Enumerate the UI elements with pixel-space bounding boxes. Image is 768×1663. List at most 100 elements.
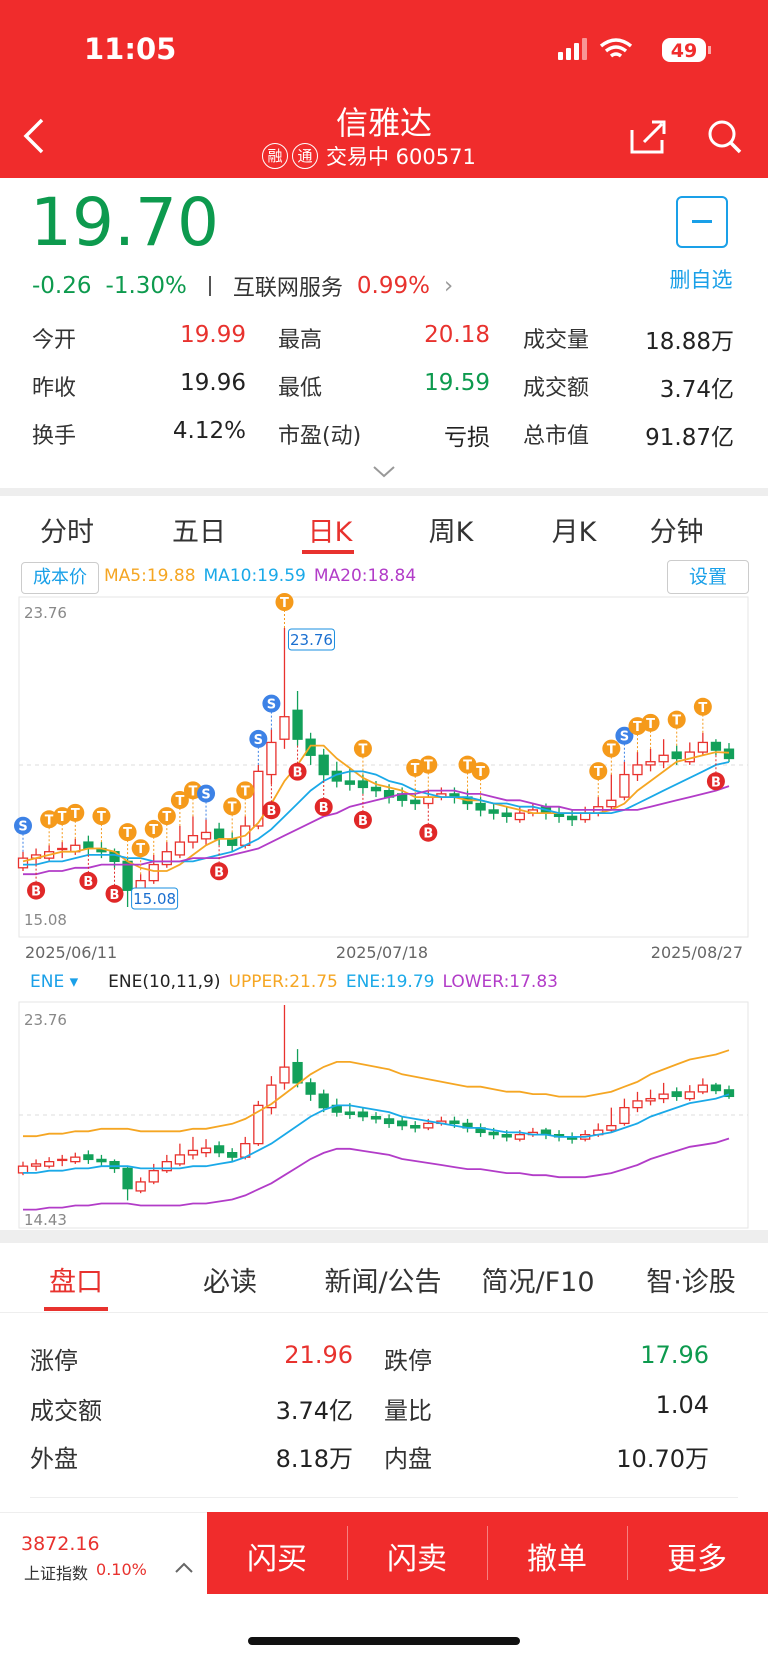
candle-body [658,754,669,763]
signal-marker [157,807,176,826]
divider [627,1526,628,1580]
signal-label: T [228,800,237,815]
candle-body [410,799,421,805]
panel-label: 内盘 [384,1445,432,1473]
candle-body [396,1120,408,1127]
candle-body [148,1170,159,1183]
header-actions[interactable] [626,116,756,156]
signal-label: T [58,810,67,825]
panel-tab[interactable]: 盘口 [49,1267,103,1298]
candle-body [344,780,356,785]
signal-label: B [711,775,721,790]
signal-marker [275,593,294,611]
candle-body [174,1154,186,1165]
candle-body [606,1124,617,1131]
candle-body [723,748,735,760]
stat-label: 成交量 [523,328,590,353]
candle-body [580,812,591,821]
signal-marker [118,823,137,842]
candle-body [423,1122,434,1129]
settings-button[interactable]: 设置 [667,560,749,594]
sector[interactable]: 互联网服务 [232,276,343,301]
panel-label: 成交额 [30,1397,102,1425]
candle-body [227,1152,238,1158]
legend-entry: MA5:19.88 [104,566,196,586]
divider [347,1526,348,1580]
watch-button[interactable] [676,196,728,248]
signal-marker [79,871,98,890]
signal-label: B [31,885,41,900]
candle-body [253,1104,264,1145]
panel-tab[interactable]: 新闻/公告 [324,1267,442,1298]
candle-body [57,847,68,851]
stat-label: 市盈(动) [278,424,362,449]
candle-body [279,1066,290,1084]
action-button[interactable]: 撤单 [527,1542,587,1577]
panel-value: 8.18万 [275,1445,353,1473]
signal-label: B [423,827,433,842]
back-button[interactable] [20,116,50,156]
tab[interactable]: 五日 [172,517,226,548]
index-box[interactable] [0,1512,207,1595]
sector-pct: 0.99% [356,273,430,299]
stat-value: 亏损 [444,425,490,451]
signal-label: T [97,810,106,825]
panel-tab[interactable]: 简况/F10 [481,1267,595,1298]
signal-label: T [594,765,603,780]
signal-label: T [607,743,616,758]
divider [208,276,211,296]
cost-button[interactable]: 成本价 [21,562,99,594]
caret[interactable] [174,1560,194,1574]
candle-body [227,838,238,846]
tab[interactable]: 日K [307,517,353,548]
signal-label: T [175,794,184,809]
candle-body [213,1145,225,1154]
candle-body [684,1091,695,1100]
candle-body [187,834,199,843]
action-button[interactable]: 闪卖 [387,1542,447,1577]
y-tick-label: 14.43 [24,1211,67,1229]
signal-label: B [266,804,276,819]
candle-body [96,1158,107,1163]
signal-label: S [254,733,263,748]
signal-label: B [110,888,120,903]
candle-body [619,773,630,798]
watch-label[interactable]: 删自选 [669,268,733,292]
action-button[interactable]: 更多 [667,1542,727,1577]
candle-body [266,741,277,776]
panel-tab[interactable]: 必读 [203,1267,257,1298]
panel-value: 3.74亿 [275,1397,353,1425]
signal-label: T [162,810,171,825]
date-label: 2025/06/11 [25,943,117,962]
tab[interactable]: 分时 [40,517,94,548]
stat-value: 3.74亿 [659,377,734,403]
tab[interactable]: 周K [428,517,474,548]
tab[interactable]: 月K [551,517,597,548]
signal-label: T [424,759,433,774]
expand[interactable] [372,464,396,480]
battery-level: 49 [671,40,697,62]
signal-label: B [293,766,303,781]
tab[interactable]: 分钟 [649,517,704,548]
candle-body [632,764,643,776]
change-row: -0.26 -1.30% 互联网服务 0.99% › [32,270,453,302]
action-button[interactable]: 闪买 [247,1542,307,1577]
candle-body [488,809,499,814]
y-tick-label: 23.76 [24,604,67,622]
signal-marker [641,713,660,732]
candle-body [357,780,369,789]
signal-label: T [463,759,472,774]
chevron: › [443,273,454,299]
annotation-box [131,887,179,910]
signal-label: S [620,730,629,745]
signal-label: T [123,826,132,841]
panel-tab[interactable]: 智·诊股 [646,1267,736,1298]
panel-value: 21.96 [284,1341,353,1369]
indicator-line [22,744,730,872]
candle-body [83,841,94,850]
home-indicator [248,1637,520,1645]
candle-body [488,1131,499,1136]
indicator-select[interactable]: ENE ▾ [30,972,79,992]
signal-marker [314,798,333,816]
